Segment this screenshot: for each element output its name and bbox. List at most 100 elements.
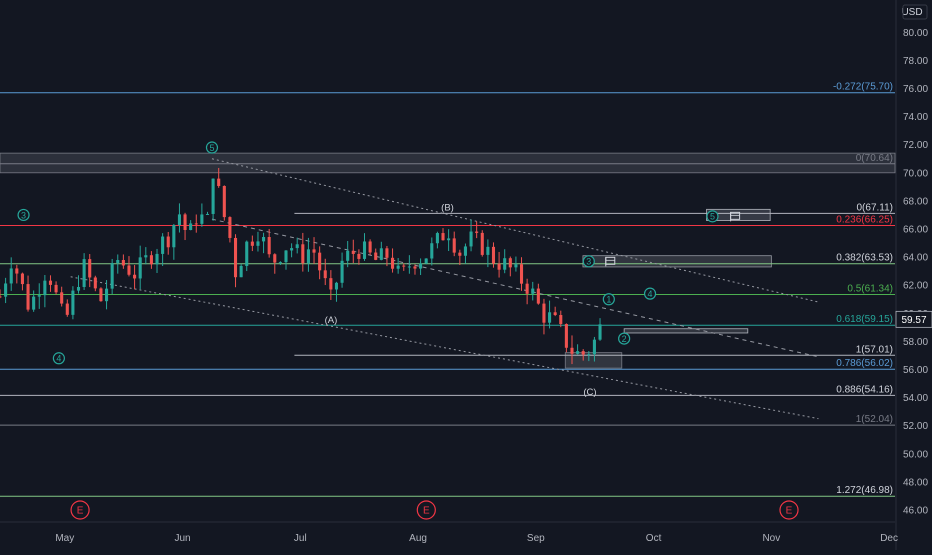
trend-line[interactable]: [70, 276, 819, 420]
wave-circle[interactable]: [205, 141, 219, 154]
wave-circle[interactable]: [643, 287, 657, 300]
candle-body: [161, 236, 165, 254]
candle-body: [133, 274, 137, 279]
candle-body: [514, 264, 518, 268]
candle-body: [368, 241, 372, 253]
price-tick-label: 72.00: [903, 140, 928, 151]
candle-body: [278, 262, 282, 264]
candle-body: [508, 258, 512, 268]
wave-circle[interactable]: [618, 332, 631, 345]
candle-body: [463, 246, 467, 256]
candle-body: [391, 257, 395, 269]
zone-rect[interactable]: [623, 328, 749, 334]
earnings-marker[interactable]: [779, 500, 799, 520]
price-tick-label: 46.00: [903, 506, 928, 517]
currency-button[interactable]: [902, 4, 928, 20]
candle-body: [116, 260, 120, 264]
fib-level-label: 0.618(59.15): [836, 314, 893, 325]
candle-body: [43, 280, 47, 296]
wave-circle[interactable]: [582, 255, 595, 268]
candle-body: [267, 237, 271, 255]
zones-layer: [0, 152, 896, 369]
candle-body: [301, 244, 305, 264]
fib-level-label: 0.886(54.16): [836, 384, 893, 395]
candle-body: [525, 283, 529, 294]
earnings-label: E: [423, 506, 430, 517]
candle-body: [20, 273, 24, 285]
earnings-marker[interactable]: [416, 500, 436, 520]
candle-body: [374, 252, 378, 260]
candle-body: [458, 252, 462, 256]
candle-body: [93, 277, 97, 289]
currency-label: USD: [901, 7, 922, 18]
candle-body: [452, 238, 456, 253]
candle-body: [284, 250, 288, 263]
candle-body: [149, 255, 153, 265]
candle-body: [306, 249, 310, 264]
time-tick-label: May: [55, 533, 74, 544]
candle-body: [334, 282, 339, 290]
candle-body: [536, 288, 540, 304]
candle-body: [564, 324, 568, 348]
time-tick-label: Jul: [294, 533, 307, 544]
price-tick-label: 76.00: [903, 84, 928, 95]
candle-body: [407, 266, 411, 268]
candle-body: [290, 248, 294, 251]
wave-label: 4: [56, 354, 61, 364]
trend-line[interactable]: [211, 158, 819, 303]
fib-level-label: 0.786(56.02): [836, 358, 893, 369]
candle-body: [211, 178, 215, 214]
candle-body: [155, 253, 159, 265]
candle-body: [127, 265, 131, 275]
wave-circle[interactable]: [17, 208, 30, 222]
candle-body: [413, 266, 417, 269]
candle-body: [385, 248, 389, 258]
zone-rect[interactable]: [0, 152, 896, 174]
wave-label: 5: [710, 212, 715, 222]
candle-body: [362, 241, 367, 259]
price-tick-label: 74.00: [903, 112, 928, 123]
time-tick-label: Jun: [174, 533, 190, 544]
candle-body: [60, 292, 64, 304]
candle-body: [570, 347, 574, 354]
price-tick-label: 62.00: [903, 281, 928, 292]
candle-body: [531, 288, 535, 294]
candle-body: [239, 265, 243, 278]
candle-body: [194, 223, 198, 225]
candle-body: [430, 243, 434, 259]
candle-body: [54, 284, 58, 293]
candle-body: [553, 312, 557, 316]
candle-body: [233, 237, 238, 278]
fib-level-label: 0(70.64): [856, 153, 893, 164]
wave-label: (A): [325, 315, 338, 326]
candle-body: [441, 233, 445, 241]
price-tick-label: 50.00: [903, 449, 928, 460]
candle-body: [480, 232, 484, 255]
candle-body: [329, 278, 333, 290]
wave-circle[interactable]: [706, 210, 719, 223]
candle-body: [295, 244, 299, 249]
candle-body: [346, 250, 350, 261]
candle-body: [32, 296, 36, 310]
candle-body: [357, 253, 361, 259]
earnings-marker[interactable]: [70, 500, 90, 520]
candle-body: [312, 249, 316, 253]
time-tick-label: Aug: [409, 533, 427, 544]
candle-body: [475, 231, 479, 233]
price-tick-label: 78.00: [903, 56, 928, 67]
wave-circle[interactable]: [52, 352, 65, 365]
price-tick-label: 48.00: [903, 477, 928, 488]
candle-body: [99, 288, 103, 302]
candle-body: [217, 178, 221, 186]
candle-body: [138, 257, 142, 279]
candle-body: [592, 339, 596, 355]
candle-body: [183, 214, 187, 230]
price-tick-label: 52.00: [903, 421, 928, 432]
fib-level-label: 1(57.01): [856, 344, 893, 355]
candle-body: [0, 296, 2, 298]
time-tick-label: Nov: [762, 533, 780, 544]
wave-circle[interactable]: [602, 293, 615, 306]
